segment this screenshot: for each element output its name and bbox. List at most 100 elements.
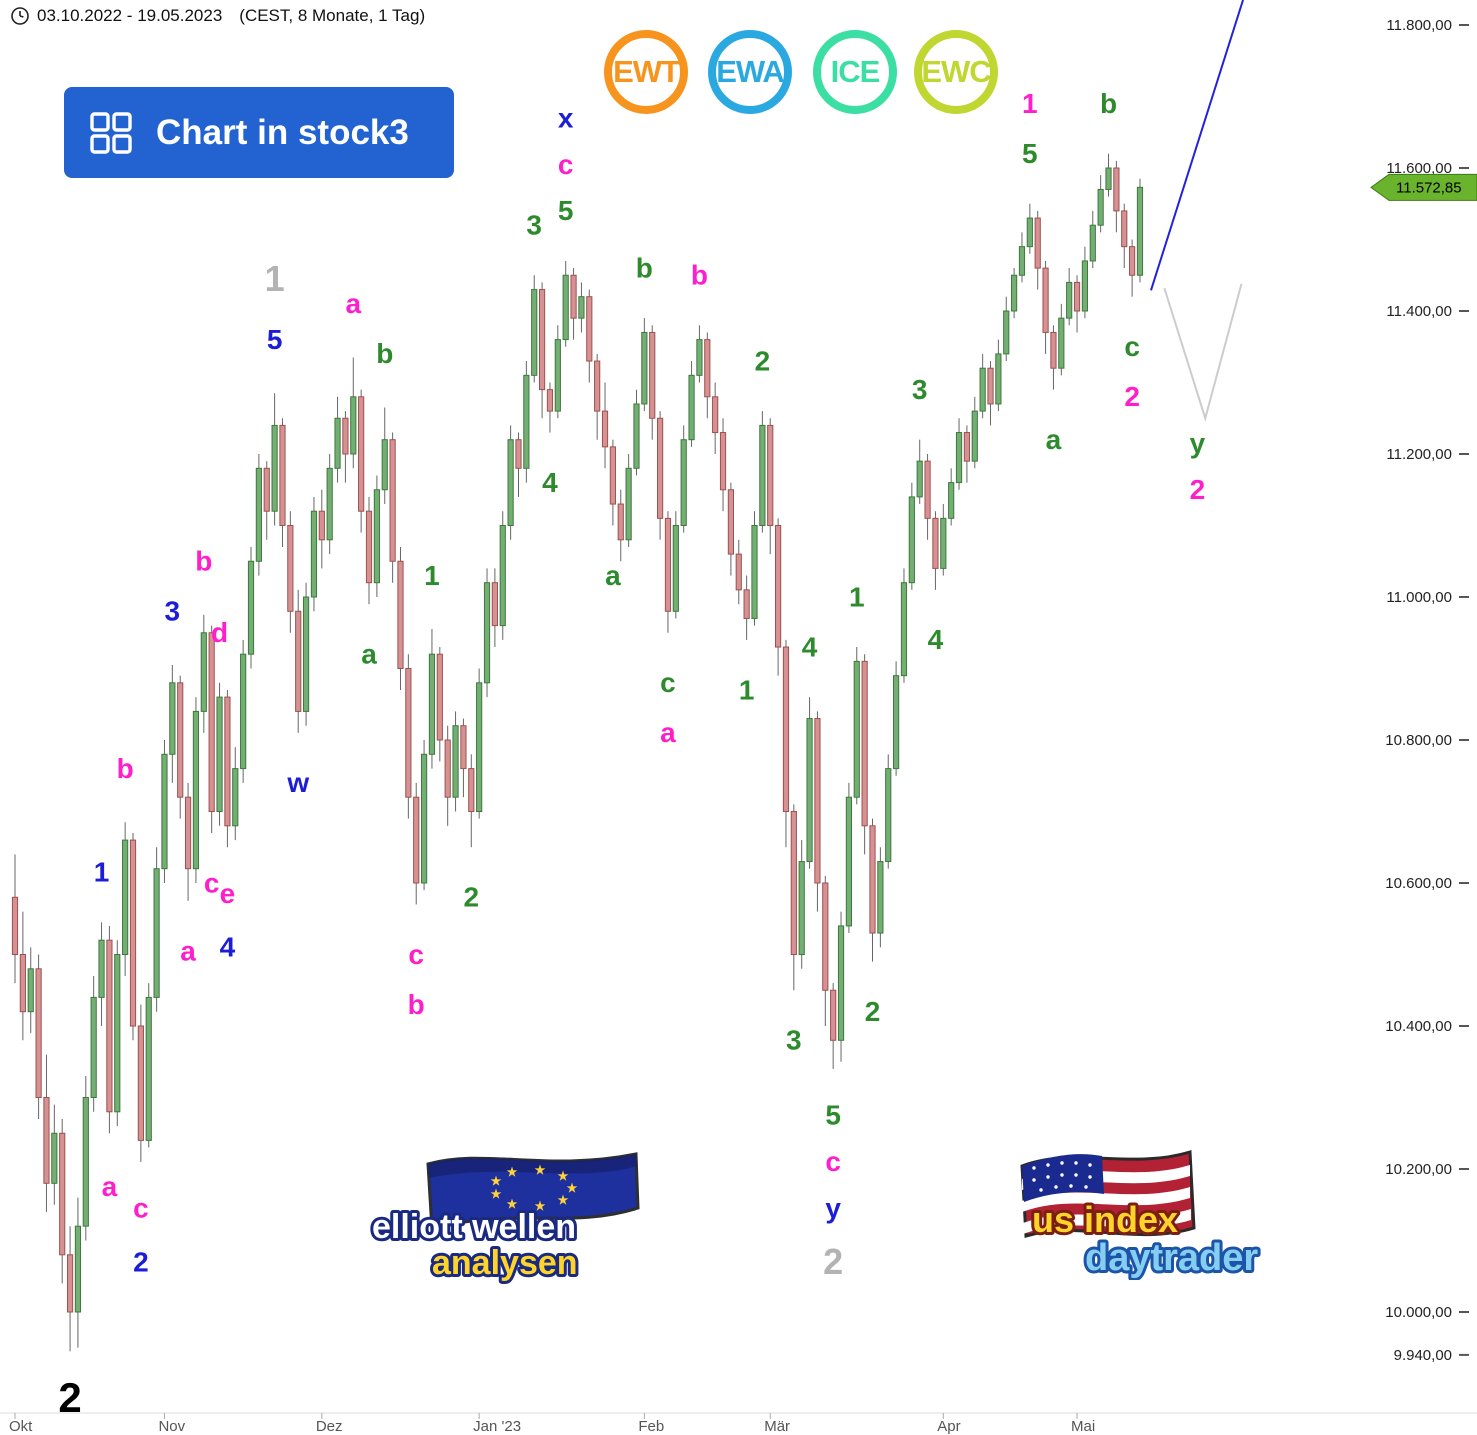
month-label: Mär: [764, 1418, 790, 1435]
timeframe-info: (CEST, 8 Monate, 1 Tag): [239, 6, 426, 25]
wave-label-1: 1: [424, 560, 440, 591]
candle: [767, 424, 774, 526]
candle: [774, 525, 782, 648]
candle: [483, 582, 491, 684]
candle: [271, 424, 278, 512]
candle: [444, 739, 451, 798]
candle: [145, 996, 152, 1141]
candle: [837, 925, 845, 1041]
candle: [782, 646, 790, 812]
candle: [452, 725, 459, 798]
svg-text:★: ★: [567, 1181, 578, 1195]
grid-icon: [90, 111, 132, 154]
candle: [302, 596, 310, 712]
candle: [570, 274, 577, 319]
wave-label-a: a: [180, 935, 196, 966]
wave-label-a: a: [102, 1171, 118, 1202]
candle: [609, 446, 616, 505]
svg-text:★: ★: [491, 1174, 502, 1188]
chart-in-stock3-button[interactable]: Chart in stock3: [64, 87, 454, 178]
us-index-daytrader-logo: us index daytrader: [1020, 1150, 1261, 1280]
candle: [192, 710, 200, 870]
candle: [365, 510, 373, 584]
candle: [1058, 317, 1065, 369]
candle: [428, 653, 436, 755]
us-flag-stars: [1032, 1161, 1092, 1192]
wave-label-2: 2: [133, 1246, 149, 1277]
us-logo-line1: us index: [1032, 1199, 1178, 1240]
price-tick-label: 11.200,00: [1386, 446, 1452, 463]
candle: [1066, 281, 1073, 319]
wave-label-2: 2: [1124, 381, 1140, 412]
candle: [664, 517, 672, 612]
candle: [27, 968, 34, 1013]
wave-label-d: d: [211, 617, 228, 648]
candle: [845, 796, 853, 927]
wave-label-y: y: [1190, 428, 1206, 459]
candle: [122, 839, 129, 955]
price-tick-label: 11.800,00: [1386, 17, 1452, 34]
month-label: Dez: [316, 1418, 343, 1435]
month-label: Nov: [158, 1418, 185, 1435]
candle: [672, 525, 679, 612]
candle: [389, 439, 396, 562]
candle: [594, 360, 601, 412]
candle: [955, 432, 963, 484]
candle: [460, 725, 467, 770]
month-label: Okt: [9, 1418, 33, 1435]
price-tick-label: 11.600,00: [1386, 160, 1452, 177]
candle: [326, 467, 333, 541]
wave-label-4: 4: [542, 467, 558, 498]
month-label: Mai: [1071, 1418, 1095, 1435]
candle: [224, 696, 231, 827]
candle: [397, 560, 404, 669]
candle: [719, 432, 727, 491]
badge-ice: ICE: [813, 30, 897, 114]
price-tick-label: 10.600,00: [1385, 875, 1452, 892]
candle: [948, 482, 955, 519]
candle: [751, 525, 758, 619]
candle: [586, 296, 593, 362]
candle: [137, 1025, 144, 1141]
candle: [601, 410, 609, 448]
price-tick-label: 10.400,00: [1385, 1018, 1452, 1035]
candle: [1105, 167, 1112, 190]
wave-label-5: 5: [1022, 138, 1038, 169]
wave-label-5: 5: [558, 195, 574, 226]
candle: [287, 525, 294, 612]
wave-label-3: 3: [165, 596, 181, 627]
candle: [798, 861, 805, 955]
wave-label-1: 1: [94, 857, 110, 888]
candle: [310, 510, 318, 598]
candle: [1113, 167, 1120, 212]
candle: [633, 403, 640, 469]
wave-label-a: a: [361, 639, 377, 670]
candle: [413, 796, 420, 884]
candle: [98, 939, 105, 998]
candle: [790, 811, 797, 955]
badge-ewc-label: EWC: [921, 54, 991, 89]
wave-label-w: w: [286, 767, 309, 798]
wave-label-3: 3: [786, 1025, 802, 1056]
svg-text:★: ★: [507, 1197, 518, 1211]
candle: [405, 668, 412, 798]
candle: [499, 525, 506, 627]
candle: [1097, 188, 1104, 226]
candle: [900, 582, 908, 677]
candle: [468, 768, 475, 812]
wave-label-1: 1: [849, 581, 865, 612]
candle: [420, 753, 428, 884]
candle: [476, 682, 483, 812]
candle: [232, 768, 239, 827]
candle: [19, 954, 26, 1013]
current-price-value: 11.572,85: [1396, 179, 1462, 196]
candle: [696, 339, 703, 376]
candle: [1081, 260, 1089, 312]
candle: [617, 503, 624, 541]
candle: [861, 660, 868, 827]
candle: [491, 582, 498, 627]
candle: [971, 410, 978, 462]
candle: [538, 289, 546, 391]
wave-label-2: 2: [865, 996, 881, 1027]
